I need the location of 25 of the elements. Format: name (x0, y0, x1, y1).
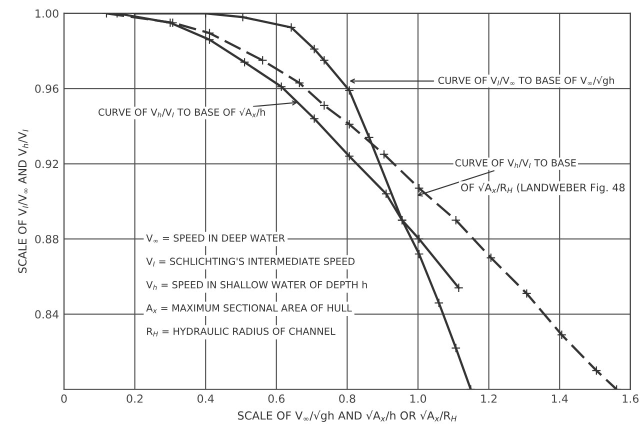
x-tick-label: 1.0 (410, 394, 426, 403)
annotation: R$_{H}$ = HYDRAULIC RADIUS OF CHANNEL (147, 328, 336, 336)
annotation: V$_{h}$ = SPEED IN SHALLOW WATER OF DEPTH h (146, 280, 367, 290)
annotation: V$_{I}$ = SCHLICHTING'S INTERMEDIATE SPEED (146, 258, 355, 266)
annotation: CURVE OF V$_{I}$/V$_{∞}$ TO BASE OF V$_{∞}$/√gh (438, 76, 614, 86)
x-tick-label: 0.4 (198, 394, 214, 403)
y-axis-title: SCALE OF V$_{I}$/V$_{∞}$ AND V$_{h}$/V$_{I}$ (18, 130, 28, 274)
x-tick-label: 0.6 (268, 394, 285, 403)
annotation: A$_{x}$ = MAXIMUM SECTIONAL AREA OF HULL (146, 304, 352, 314)
y-tick-label: 0.96 (35, 84, 58, 93)
x-tick-label: 1.6 (622, 394, 639, 403)
y-tick-label: 0.88 (35, 234, 58, 244)
y-tick-label: 0.92 (35, 160, 58, 168)
annotation: CURVE OF V$_{h}$/V$_{I}$ TO BASE (455, 159, 576, 168)
x-axis-title: SCALE OF V$_{∞}$/√gh AND √A$_{x}$/h OR √A$_{x}$/R$_{H}$ (238, 410, 457, 422)
x-tick-label: 1.4 (552, 394, 568, 403)
x-tick-label: 1.2 (481, 394, 497, 403)
annotation: OF √A$_{x}$/R$_{H}$ (LANDWEBER Fig. 48 (461, 182, 625, 194)
y-tick-label: 1.00 (36, 9, 58, 18)
x-tick-label: 0.2 (126, 394, 143, 403)
x-tick-label: 0 (61, 394, 67, 403)
annotation: V$_{∞}$ = SPEED IN DEEP WATER (146, 234, 285, 242)
annotation: CURVE OF V$_{h}$/V$_{I}$ TO BASE OF √A$_{x}$/h (98, 108, 265, 118)
y-tick-label: 0.84 (35, 310, 59, 319)
x-tick-label: 0.8 (339, 394, 356, 403)
